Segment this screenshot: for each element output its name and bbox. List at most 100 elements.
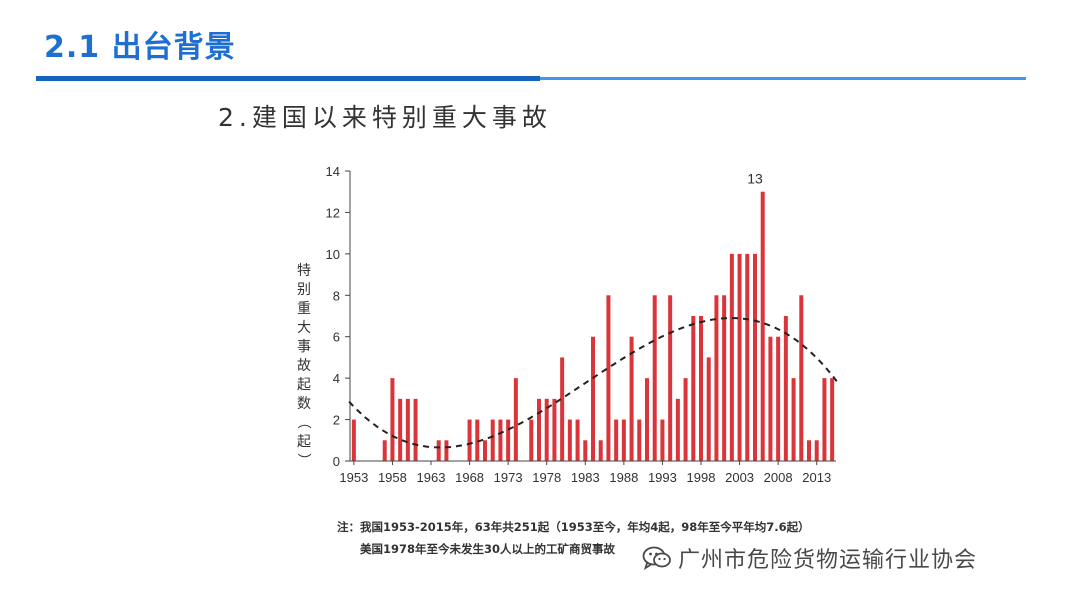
bar-1987: [614, 419, 619, 461]
bar-1980: [560, 357, 565, 461]
bar-1993: [660, 419, 665, 461]
bar-2004: [745, 253, 750, 461]
bar-1961: [413, 398, 418, 461]
y-tick-label-2: 2: [333, 413, 340, 428]
bar-2011: [799, 295, 804, 461]
bar-2001: [722, 295, 727, 461]
bar-2000: [714, 295, 719, 461]
bar-1979: [552, 398, 557, 461]
bar-1989: [629, 336, 634, 461]
chart-heading: 2.建国以来特别重大事故: [218, 103, 552, 132]
x-tick-label-1988: 1988: [609, 470, 638, 485]
y-tick-label-0: 0: [333, 454, 340, 469]
wechat-icon: [642, 546, 671, 571]
bar-1983: [583, 440, 588, 461]
bar-2008: [776, 336, 781, 461]
y-axis-label-char: （: [295, 415, 311, 429]
bar-1982: [575, 419, 580, 461]
y-axis-label-char: 起: [297, 434, 311, 450]
x-tick-label-2008: 2008: [764, 470, 793, 485]
y-axis-label-char: 特: [297, 263, 311, 279]
bar-1964: [436, 440, 441, 461]
bar-1953: [351, 419, 356, 461]
bar-1971: [490, 419, 495, 461]
note-line-2: 美国1978年至今未发生30人以上的工矿商贸事故: [360, 542, 616, 556]
y-axis-label-char: 事: [297, 339, 311, 355]
y-tick-label-4: 4: [333, 371, 340, 386]
bar-2013: [814, 440, 819, 461]
y-axis-label-char: ）: [295, 453, 311, 467]
title-divider-light: [540, 77, 1026, 80]
bar-1968: [467, 419, 472, 461]
bar-2015: [830, 378, 835, 461]
x-tick-label-1998: 1998: [687, 470, 716, 485]
y-axis-ticks: 0 2 4 6 8 10 12 14: [326, 164, 350, 469]
bar-1996: [683, 378, 688, 461]
bar-1965: [444, 440, 449, 461]
bar-1974: [513, 378, 518, 461]
annotation-label: 13: [747, 171, 763, 187]
bar-1970: [482, 440, 487, 461]
y-tick-label-14: 14: [326, 164, 340, 179]
title-divider: [36, 76, 1026, 81]
bar-1991: [644, 378, 649, 461]
bar-1999: [706, 357, 711, 461]
annotations: 13: [747, 171, 763, 187]
bar-1957: [382, 440, 387, 461]
bars: [351, 191, 835, 461]
axes: [349, 171, 836, 462]
y-axis-label-char: 重: [297, 301, 311, 317]
bar-1978: [544, 398, 549, 461]
bar-2010: [791, 378, 796, 461]
bar-2014: [822, 378, 827, 461]
y-axis-label-char: 别: [297, 282, 311, 298]
x-tick-label-1953: 1953: [339, 470, 368, 485]
y-axis-label-char: 数: [297, 396, 311, 412]
x-tick-label-1958: 1958: [378, 470, 407, 485]
x-tick-label-1963: 1963: [417, 470, 446, 485]
bar-1969: [475, 419, 480, 461]
x-tick-label-1993: 1993: [648, 470, 677, 485]
y-tick-label-10: 10: [326, 247, 340, 262]
x-tick-label-1983: 1983: [571, 470, 600, 485]
y-tick-label-8: 8: [333, 288, 340, 303]
bar-1976: [529, 419, 534, 461]
y-tick-label-6: 6: [333, 330, 340, 345]
bar-1958: [390, 378, 395, 461]
bar-2002: [729, 253, 734, 461]
bar-1998: [698, 316, 703, 461]
y-axis-label-char: 起: [297, 377, 311, 393]
bar-1997: [691, 316, 696, 461]
bar-2009: [783, 316, 788, 461]
bar-1994: [668, 295, 673, 461]
y-axis-label-char: 故: [297, 358, 311, 374]
x-tick-label-1978: 1978: [532, 470, 561, 485]
bar-1977: [536, 398, 541, 461]
bar-1972: [498, 419, 503, 461]
y-tick-label-12: 12: [326, 205, 340, 220]
bar-2012: [806, 440, 811, 461]
bar-2006: [760, 191, 765, 461]
x-tick-label-1968: 1968: [455, 470, 484, 485]
x-tick-label-2013: 2013: [802, 470, 831, 485]
x-tick-label-1973: 1973: [494, 470, 523, 485]
bar-1981: [567, 419, 572, 461]
bar-1960: [405, 398, 410, 461]
bar-1988: [621, 419, 626, 461]
watermark-text: 广州市危险货物运输行业协会: [678, 548, 978, 573]
bar-1986: [606, 295, 611, 461]
title-divider-dark: [36, 76, 540, 81]
bar-1985: [598, 440, 603, 461]
page-title: 2.1 出台背景: [44, 30, 236, 65]
bar-2003: [737, 253, 742, 461]
watermark: 广州市危险货物运输行业协会: [642, 542, 977, 574]
x-tick-label-2003: 2003: [725, 470, 754, 485]
trend-line: [348, 317, 838, 449]
x-axis-ticks: 1953 1958 1963 1968 1973 1978 1983 1988 1993 1998…: [339, 461, 831, 485]
bar-1992: [652, 295, 657, 461]
bar-2005: [752, 253, 757, 461]
bar-1973: [506, 419, 511, 461]
y-axis-label-char: 大: [297, 320, 311, 336]
